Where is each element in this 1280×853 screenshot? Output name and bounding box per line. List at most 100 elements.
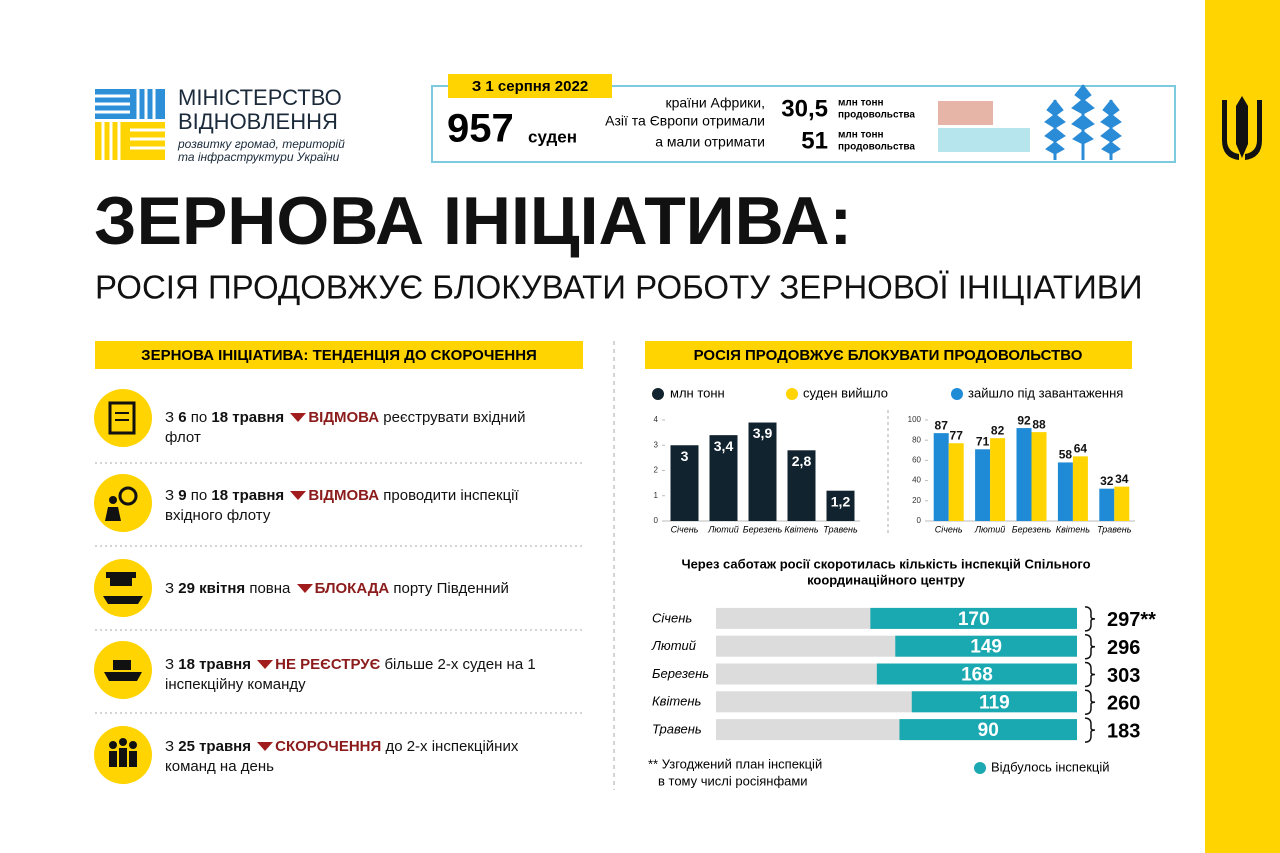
item-text: СКОРОЧЕННЯ [275, 738, 382, 755]
x-tick-label: Квітень [784, 524, 818, 534]
bar [938, 128, 1030, 152]
ships-count: 957 [447, 107, 514, 151]
wheat-icon [1044, 84, 1122, 160]
bar [895, 635, 1077, 657]
bar [1099, 488, 1115, 521]
item-text: З [165, 409, 175, 426]
unit: продовольства [838, 110, 915, 121]
section-heading: РОСІЯ ПРОДОВЖУЄ БЛОКУВАТИ ПРОДОВОЛЬСТВО [694, 347, 1083, 364]
item-text: ВІДМОВА [308, 487, 380, 504]
arrow [257, 742, 274, 752]
section-heading: ЗЕРНОВА ІНІЦІАТИВА: ТЕНДЕНЦІЯ ДО СКОРОЧЕ… [141, 347, 537, 364]
x-tick-label: Січень [935, 524, 963, 534]
bar [876, 663, 1077, 685]
x-tick-label: Лютий [707, 524, 738, 534]
item-text: 6 [178, 409, 187, 426]
arrow [290, 491, 307, 501]
y-tick-label: 3 [654, 440, 659, 449]
legend-icon [951, 388, 963, 400]
main-subtitle: РОСІЯ ПРОДОВЖУЄ БЛОКУВАТИ РОБОТУ ЗЕРНОВО… [95, 269, 1143, 306]
x-tick-label: Травень [823, 524, 858, 534]
item-text: 29 квітня [178, 580, 246, 597]
item-text: З [165, 738, 175, 755]
item: З 25 травня СКОРОЧЕННЯ до 2-х інспекційн… [165, 737, 545, 777]
bar [870, 607, 1077, 629]
item-text: З [165, 656, 175, 673]
charts: 01234Січень3Лютий3,4Березень3,9Квітень2,… [651, 413, 1156, 743]
x-tick-label: Травень [1097, 524, 1132, 534]
bar [709, 435, 738, 521]
ships-unit: суден [528, 127, 577, 146]
value-label: 119 [979, 692, 1010, 713]
value-label: 3,4 [714, 438, 734, 454]
item-text: З [165, 580, 175, 597]
main-title: ЗЕРНОВА ІНІЦІАТИВА: [94, 183, 852, 259]
item-text: порту Південний [393, 580, 509, 597]
item-text: 18 травня [211, 409, 285, 426]
bar [670, 445, 699, 521]
value-label: 3 [681, 448, 689, 464]
item-text: повна [249, 580, 291, 597]
box-text: Азії та Європи отримали [605, 113, 765, 129]
bar [938, 101, 994, 125]
section-heading-bg [95, 341, 583, 369]
x-tick-label: Січень [671, 524, 699, 534]
item-text: БЛОКАДА [314, 580, 390, 597]
x-tick-label: Березень [743, 524, 783, 534]
legend-icon [652, 388, 664, 400]
total-label: 183 [1107, 720, 1140, 742]
value-label: 30,5 [781, 95, 828, 122]
bar [899, 719, 1077, 741]
legend-icon [974, 762, 986, 774]
y-tick-label: Квітень [652, 694, 702, 709]
total-label: 303 [1107, 665, 1140, 687]
item-text: більше 2-х суден на 1 інспекційну команд… [165, 656, 536, 693]
x-tick-label: Березень [1012, 524, 1052, 534]
top-box [431, 85, 1176, 163]
chart-title: координаційного центру [807, 572, 966, 587]
chart-title: Через саботаж росії скоротилась кількіст… [681, 556, 1090, 571]
trident [1222, 96, 1262, 160]
value-label: 77 [950, 428, 964, 442]
unit: млн тонн [838, 98, 884, 109]
value-label: 168 [961, 665, 993, 686]
logo-subtitle: та інфраструктури України [178, 150, 340, 164]
logo-mark [95, 89, 165, 160]
value-label: 87 [935, 418, 949, 432]
legend-icon [786, 388, 798, 400]
legend-label: зайшло під завантаження [968, 385, 1123, 400]
bar [1057, 462, 1073, 521]
box-text: а мали отримати [655, 134, 765, 150]
value-label: 2,8 [792, 453, 812, 469]
total-label: 297** [1107, 609, 1156, 631]
section-heading-bg [645, 341, 1132, 369]
footnote: в тому числі росіянфами [658, 773, 808, 788]
y-tick-label: 1 [654, 491, 659, 500]
logo-text: МІНІСТЕРСТВО [178, 85, 342, 110]
value-label: 64 [1074, 442, 1088, 456]
logo-text: ВІДНОВЛЕННЯ [178, 109, 338, 134]
value-label: 34 [1115, 472, 1129, 486]
y-tick-label: Травень [652, 722, 702, 737]
brace [1084, 689, 1096, 716]
brace [1084, 606, 1096, 632]
item-text: до 2-х інспекційних команд на день [165, 738, 519, 775]
bar [826, 490, 855, 521]
item-text: проводити інспекції вхідного флоту [165, 487, 519, 524]
bar [1072, 456, 1088, 521]
arrow [257, 660, 274, 670]
y-tick-label: 20 [912, 496, 921, 505]
y-tick-label: 0 [654, 516, 659, 525]
item-text: ВІДМОВА [308, 409, 380, 426]
value-label: 3,9 [753, 425, 773, 441]
logo-subtitle: розвитку громад, територій [177, 137, 345, 151]
item-text: 18 травня [211, 487, 285, 504]
y-tick-label: 60 [912, 456, 921, 465]
item: З 18 травня НЕ РЕЄСТРУЄ більше 2-х суден… [165, 655, 545, 695]
bar [1114, 486, 1130, 521]
y-tick-label: 4 [654, 415, 659, 424]
value-label: 32 [1100, 474, 1114, 488]
y-tick-label: 0 [917, 516, 922, 525]
